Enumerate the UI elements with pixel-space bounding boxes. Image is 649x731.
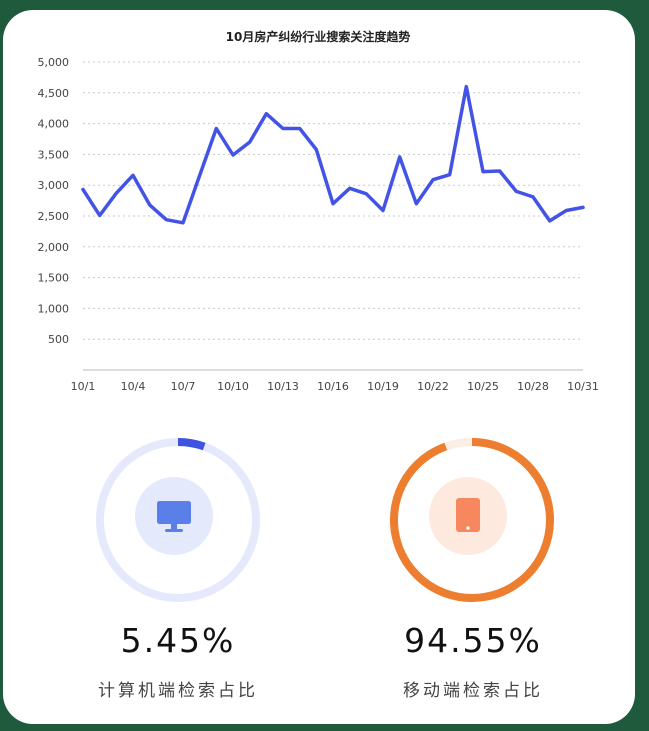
series-line [81, 84, 585, 225]
x-tick-label: 10/28 [517, 380, 549, 393]
y-tick-label: 2,000 [38, 241, 70, 254]
x-tick-label: 10/4 [121, 380, 146, 393]
desktop-percent: 5.45% [120, 621, 236, 660]
chart-title: 10月房产纠纷行业搜索关注度趋势 [226, 29, 411, 44]
desktop-share-gauge [93, 435, 263, 605]
mobile-share-gauge [387, 435, 557, 605]
desktop-icon-background [135, 477, 213, 555]
x-tick-label: 10/7 [171, 380, 196, 393]
mobile-label: 移动端检索占比 [403, 681, 543, 701]
y-tick-label: 500 [48, 333, 69, 346]
x-tick-label: 10/1 [71, 380, 96, 393]
x-tick-label: 10/22 [417, 380, 449, 393]
x-tick-label: 10/16 [317, 380, 349, 393]
x-tick-label: 10/25 [467, 380, 499, 393]
desktop-label: 计算机端检索占比 [98, 681, 258, 701]
mobile-percent: 94.55% [404, 621, 542, 660]
x-tick-label: 10/10 [217, 380, 249, 393]
monitor-icon [157, 501, 191, 532]
y-tick-label: 1,000 [38, 302, 70, 315]
x-tick-label: 10/13 [267, 380, 299, 393]
report-card: 10月房产纠纷行业搜索关注度趋势 500 1,000 1,500 2,000 2,500… [3, 10, 635, 724]
y-tick-label: 4,500 [38, 87, 70, 100]
y-tick-label: 5,000 [38, 56, 70, 69]
x-tick-label: 10/31 [567, 380, 599, 393]
y-tick-label: 2,500 [38, 210, 70, 223]
mobile-icon-background [429, 477, 507, 555]
line-chart: 10月房产纠纷行业搜索关注度趋势 500 1,000 1,500 2,000 2,500… [38, 29, 599, 393]
y-tick-label: 1,500 [38, 272, 70, 285]
y-tick-label: 3,000 [38, 179, 70, 192]
y-tick-label: 4,000 [38, 118, 70, 131]
tablet-icon [456, 498, 480, 532]
x-tick-label: 10/19 [367, 380, 399, 393]
y-tick-label: 3,500 [38, 148, 70, 161]
desktop-gauge-arc [177, 438, 206, 451]
mobile-gauge-arc [390, 438, 554, 602]
